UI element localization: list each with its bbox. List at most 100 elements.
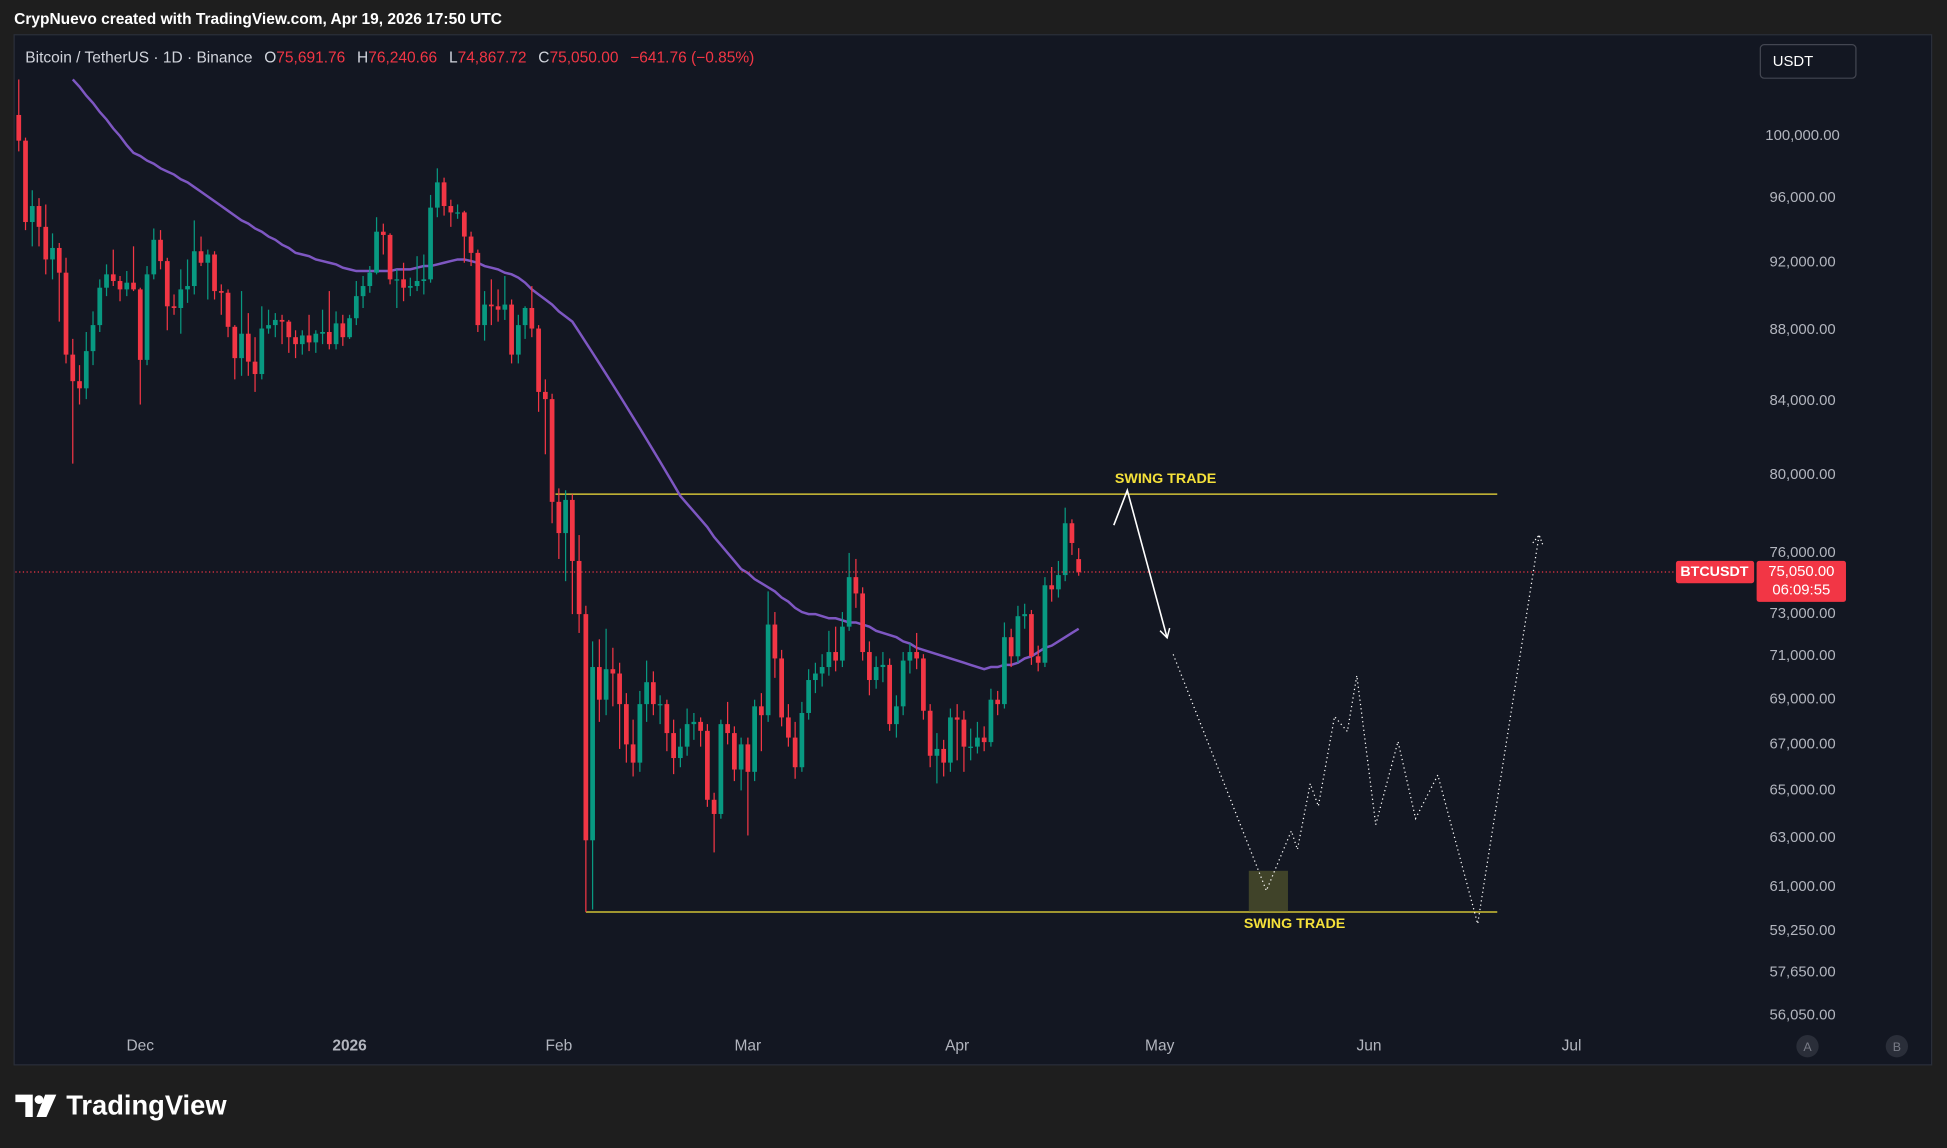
candle-body	[549, 399, 555, 502]
candle-body	[421, 279, 427, 282]
candle-body	[367, 272, 373, 287]
credit: CrypNuevo created with TradingView.com, …	[14, 11, 502, 28]
candle-body	[873, 667, 879, 681]
candle-body	[1015, 616, 1021, 657]
y-tick-label: 65,000.00	[1769, 782, 1835, 798]
candle-body	[988, 699, 994, 743]
candle-body	[360, 286, 366, 297]
currency-button[interactable]	[1759, 44, 1857, 79]
currency-label[interactable]: USDT	[1773, 54, 1814, 70]
candle-body	[198, 251, 204, 263]
y-tick-label: 59,250.00	[1769, 923, 1835, 939]
candle-body	[448, 206, 454, 213]
candle-body	[374, 231, 379, 273]
x-tick-label: Apr	[945, 1037, 969, 1054]
candle-body	[819, 667, 825, 674]
y-tick-label: 63,000.00	[1769, 830, 1835, 846]
candle-body	[380, 231, 386, 235]
swing-arrow	[1113, 487, 1171, 640]
candle-body	[191, 251, 197, 287]
y-tick-label: 56,050.00	[1769, 1007, 1835, 1023]
candle-body	[853, 577, 859, 594]
candle-body	[981, 737, 987, 743]
candle-body	[914, 652, 920, 659]
candle-body	[475, 252, 481, 326]
candle-body	[792, 737, 798, 768]
candle-body	[846, 577, 852, 627]
candle-body	[1002, 637, 1007, 705]
candle-body	[333, 323, 339, 345]
candle-body	[941, 748, 947, 763]
candle-body	[272, 319, 278, 326]
candle-body	[70, 354, 76, 382]
candle-body	[536, 328, 541, 392]
x-tick-label: Feb	[545, 1037, 572, 1054]
candle-body	[1056, 575, 1061, 590]
candle-body	[326, 331, 332, 345]
candle-body	[927, 710, 933, 756]
candle-body	[515, 325, 521, 355]
candle-body	[705, 730, 710, 800]
candle-body	[752, 706, 757, 772]
scale-button-label[interactable]: B	[1893, 1040, 1901, 1054]
candle-body	[252, 361, 258, 375]
candle-body	[164, 261, 170, 307]
candle-body	[158, 239, 163, 262]
candle-body	[36, 206, 42, 227]
y-tick-label: 84,000.00	[1769, 393, 1835, 409]
candle-body	[340, 323, 346, 338]
scale-button-label[interactable]: A	[1803, 1040, 1812, 1054]
candle-body	[556, 501, 562, 534]
candle-body	[455, 212, 460, 214]
candle-body	[90, 325, 96, 352]
x-tick-label: Jul	[1562, 1037, 1582, 1054]
candle-body	[813, 673, 818, 681]
candle-body	[488, 304, 494, 307]
candle-body	[117, 281, 123, 290]
x-tick-label: May	[1145, 1037, 1175, 1054]
candle-body	[644, 682, 649, 705]
candle-body	[495, 306, 501, 310]
candle-body	[725, 724, 730, 734]
candle-body	[266, 325, 271, 329]
scale-button[interactable]	[1885, 1035, 1909, 1058]
candle-body	[77, 381, 82, 389]
candle-body	[441, 182, 447, 207]
level-label: SWING TRADE	[1115, 471, 1216, 487]
candle-body	[529, 307, 535, 329]
candle-body	[684, 724, 690, 747]
candle-body	[799, 712, 805, 768]
ohlc-value: 76,240.66	[368, 49, 437, 66]
candle-body	[401, 279, 406, 288]
candle-body	[212, 254, 217, 292]
candle-body	[975, 737, 980, 747]
candle-body	[178, 289, 184, 308]
y-tick-label: 100,000.00	[1765, 128, 1839, 144]
scale-button[interactable]	[1796, 1035, 1819, 1058]
target-box	[1248, 870, 1288, 912]
candle-body	[29, 206, 35, 223]
candle-body	[772, 624, 778, 659]
price-tag-label: 75,050.00	[1768, 564, 1834, 580]
candle-body	[921, 658, 926, 711]
plot	[16, 78, 1539, 925]
candle-body	[711, 799, 717, 814]
symbol-tag	[1675, 560, 1755, 584]
y-tick-label: 73,000.00	[1769, 606, 1835, 622]
candle-body	[1035, 656, 1041, 663]
change: −641.76 (−0.85%)	[630, 49, 754, 66]
y-tick-label: 57,650.00	[1769, 965, 1835, 981]
candle-body	[353, 296, 359, 319]
candle-body	[596, 667, 602, 700]
candle-body	[414, 281, 420, 287]
candle-body	[718, 724, 724, 814]
candle-body	[907, 652, 913, 661]
candle-body	[482, 304, 487, 326]
candle-body	[617, 673, 622, 705]
candle-body	[56, 247, 62, 273]
candle-body	[806, 680, 811, 713]
x-tick-label: Mar	[735, 1037, 762, 1054]
candle-body	[124, 282, 130, 290]
